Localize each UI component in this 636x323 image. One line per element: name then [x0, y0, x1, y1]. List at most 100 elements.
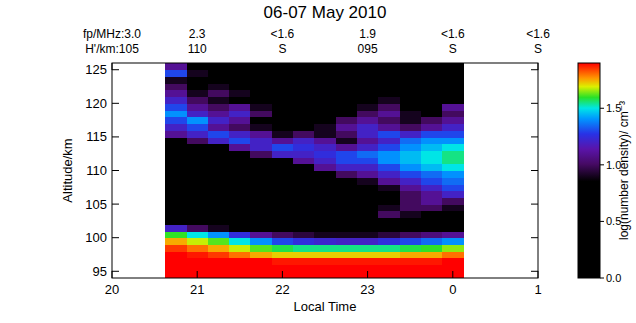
- top-row-label: 110: [188, 42, 207, 56]
- cells: [165, 63, 464, 278]
- cell: [357, 258, 379, 265]
- cell: [400, 76, 422, 83]
- colorbar-title: log(number density)/ cm⁻³: [617, 101, 631, 240]
- cell: [442, 224, 464, 231]
- cell: [293, 90, 315, 97]
- cell: [378, 150, 400, 157]
- colorbar-tick: [600, 278, 604, 279]
- cell: [378, 265, 400, 272]
- cell: [400, 271, 422, 278]
- cell: [442, 70, 464, 77]
- cell: [442, 103, 464, 110]
- cell: [293, 211, 315, 218]
- cell: [378, 144, 400, 151]
- cell: [165, 83, 187, 90]
- cell: [378, 197, 400, 204]
- cell: [442, 258, 464, 265]
- cell: [208, 271, 230, 278]
- cell: [357, 103, 379, 110]
- cell: [250, 191, 272, 198]
- cell: [250, 150, 272, 157]
- cell: [187, 63, 209, 70]
- y-tick-label: 100: [85, 230, 107, 245]
- cell: [357, 224, 379, 231]
- cell: [336, 97, 358, 104]
- cell: [421, 177, 443, 184]
- cell: [400, 204, 422, 211]
- cell: [336, 251, 358, 258]
- cell: [400, 265, 422, 272]
- x-tick: [367, 271, 368, 278]
- cell: [272, 177, 294, 184]
- cell: [250, 110, 272, 117]
- cell: [400, 83, 422, 90]
- cell: [442, 204, 464, 211]
- cell: [357, 177, 379, 184]
- cell: [378, 177, 400, 184]
- top-row-label: S: [449, 42, 457, 56]
- cell: [421, 76, 443, 83]
- cell: [357, 184, 379, 191]
- chart: 202122230195100105110115120125Local Time…: [0, 0, 636, 323]
- cell: [378, 76, 400, 83]
- cell: [187, 70, 209, 77]
- cell: [400, 238, 422, 245]
- cell: [250, 218, 272, 225]
- cell: [336, 164, 358, 171]
- cell: [229, 211, 251, 218]
- cell: [314, 70, 336, 77]
- cell: [250, 63, 272, 70]
- cell: [421, 157, 443, 164]
- x-tick-top: [367, 63, 368, 70]
- top-row-label: 095: [358, 42, 378, 56]
- cell: [208, 218, 230, 225]
- cell: [272, 110, 294, 117]
- cell: [400, 103, 422, 110]
- cell: [421, 191, 443, 198]
- x-tick-top: [538, 63, 539, 70]
- cell: [421, 130, 443, 137]
- cell: [187, 238, 209, 245]
- y-tick-right: [531, 271, 538, 272]
- cell: [378, 123, 400, 130]
- cell: [442, 218, 464, 225]
- cell: [208, 157, 230, 164]
- cell: [208, 123, 230, 130]
- cell: [165, 90, 187, 97]
- cell: [293, 137, 315, 144]
- cell: [272, 224, 294, 231]
- cell: [378, 191, 400, 198]
- cell: [357, 137, 379, 144]
- cell: [336, 117, 358, 124]
- cell: [293, 117, 315, 124]
- cell: [314, 265, 336, 272]
- cell: [208, 117, 230, 124]
- cell: [293, 218, 315, 225]
- cell: [272, 204, 294, 211]
- cell: [421, 265, 443, 272]
- cell: [400, 63, 422, 70]
- cell: [250, 97, 272, 104]
- cell: [250, 177, 272, 184]
- cell: [293, 110, 315, 117]
- cell: [187, 184, 209, 191]
- cell: [229, 244, 251, 251]
- cell: [336, 130, 358, 137]
- cell: [208, 177, 230, 184]
- y-tick: [112, 103, 119, 104]
- cell: [208, 265, 230, 272]
- cell: [314, 211, 336, 218]
- cell: [357, 271, 379, 278]
- cell: [208, 251, 230, 258]
- cell: [357, 204, 379, 211]
- cell: [442, 90, 464, 97]
- cell: [336, 157, 358, 164]
- cell: [378, 204, 400, 211]
- cell: [187, 76, 209, 83]
- cell: [336, 90, 358, 97]
- cell: [314, 184, 336, 191]
- y-tick: [112, 69, 119, 70]
- cell: [208, 211, 230, 218]
- cell: [293, 238, 315, 245]
- cell: [421, 137, 443, 144]
